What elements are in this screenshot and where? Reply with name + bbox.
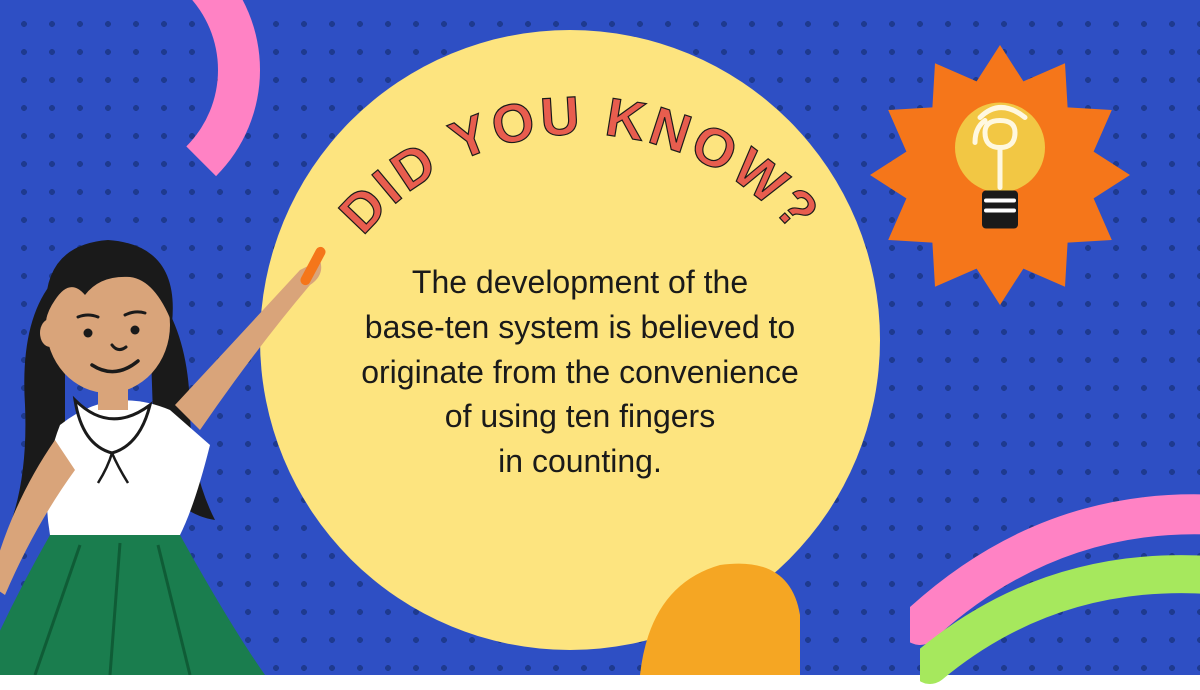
body-line: originate from the convenience — [310, 350, 850, 395]
body-line: base-ten system is believed to — [310, 305, 850, 350]
girl-illustration — [0, 205, 380, 675]
title-text: DID YOU KNOW? — [328, 86, 832, 245]
body-line: The development of the — [310, 260, 850, 305]
body-line: in counting. — [310, 439, 850, 484]
lightbulb-icon — [940, 93, 1060, 243]
fact-body-text: The development of the base-ten system i… — [310, 260, 850, 484]
starburst-badge — [870, 45, 1130, 305]
green-swoosh-decoration — [920, 545, 1200, 685]
body-line: of using ten fingers — [310, 394, 850, 439]
